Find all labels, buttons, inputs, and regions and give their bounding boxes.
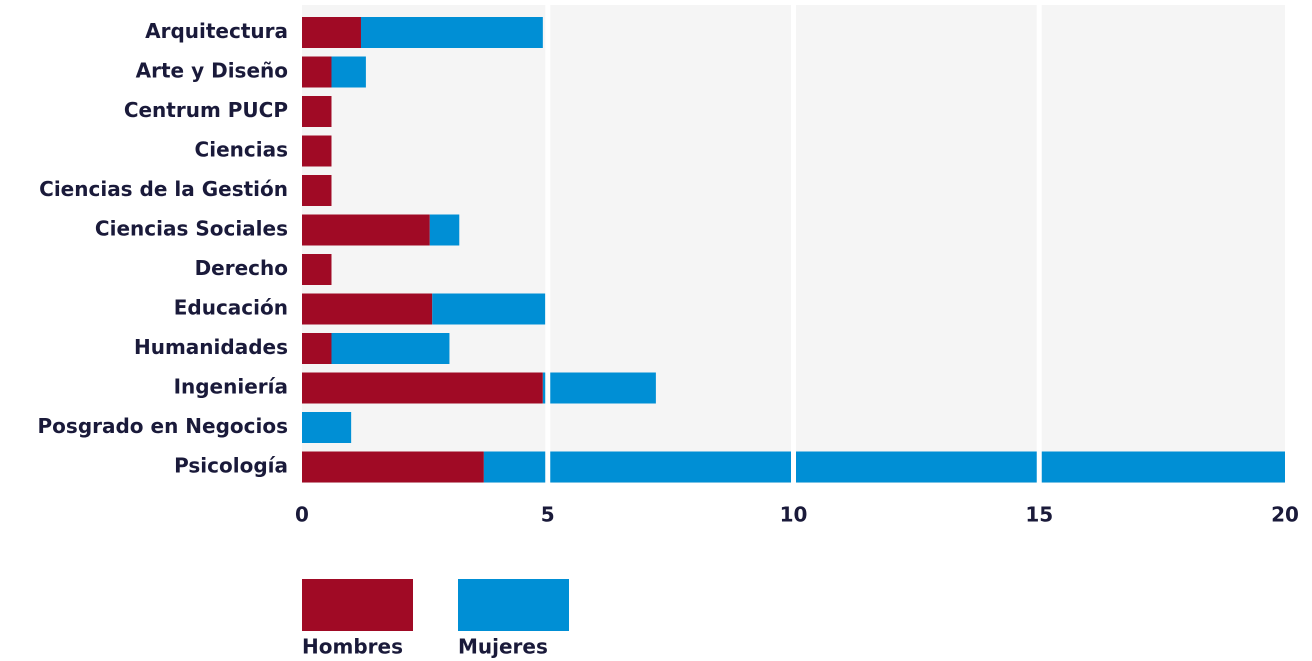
y-tick-label: Psicología [174, 454, 288, 478]
bar-segment [302, 214, 430, 246]
bar-segment [302, 135, 332, 167]
x-tick-label: 0 [295, 503, 309, 527]
y-tick-label: Educación [174, 296, 288, 320]
y-tick-label: Arte y Diseño [136, 59, 288, 83]
x-tick-label: 5 [541, 503, 555, 527]
bar-segment [360, 17, 543, 48]
y-tick-label: Ciencias [195, 138, 288, 162]
x-tick-label: 20 [1271, 503, 1299, 527]
legend-label: Mujeres [458, 635, 548, 659]
bar-segment [432, 293, 546, 325]
y-tick-label: Arquitectura [145, 19, 288, 43]
bar-segment [331, 56, 366, 88]
bar-segment [302, 96, 332, 127]
legend-swatch [302, 579, 413, 631]
y-tick-label: Ingeniería [174, 375, 288, 399]
bar-segment [331, 333, 450, 364]
bar-segment [302, 333, 332, 364]
bar-segment [302, 372, 543, 404]
y-tick-label: Humanidades [134, 335, 288, 359]
y-tick-label: Ciencias de la Gestión [39, 177, 288, 201]
legend-label: Hombres [302, 635, 403, 659]
legend-swatch [458, 579, 569, 631]
y-tick-label: Derecho [195, 256, 288, 280]
bar-segment [302, 17, 361, 48]
y-tick-label: Centrum PUCP [124, 98, 288, 122]
bar-segment [302, 254, 332, 285]
bar-segment [302, 56, 332, 88]
bar-segment [302, 293, 433, 325]
bar-segment [302, 175, 332, 206]
x-tick-label: 15 [1025, 503, 1053, 527]
bar-segment [483, 451, 1286, 483]
y-tick-label: Ciencias Sociales [95, 217, 288, 241]
x-tick-label: 10 [780, 503, 808, 527]
bar-segment [542, 372, 656, 404]
bar-segment [302, 412, 352, 443]
y-tick-label: Posgrado en Negocios [38, 414, 288, 438]
bar-segment [302, 451, 484, 483]
bar-segment [429, 214, 460, 246]
